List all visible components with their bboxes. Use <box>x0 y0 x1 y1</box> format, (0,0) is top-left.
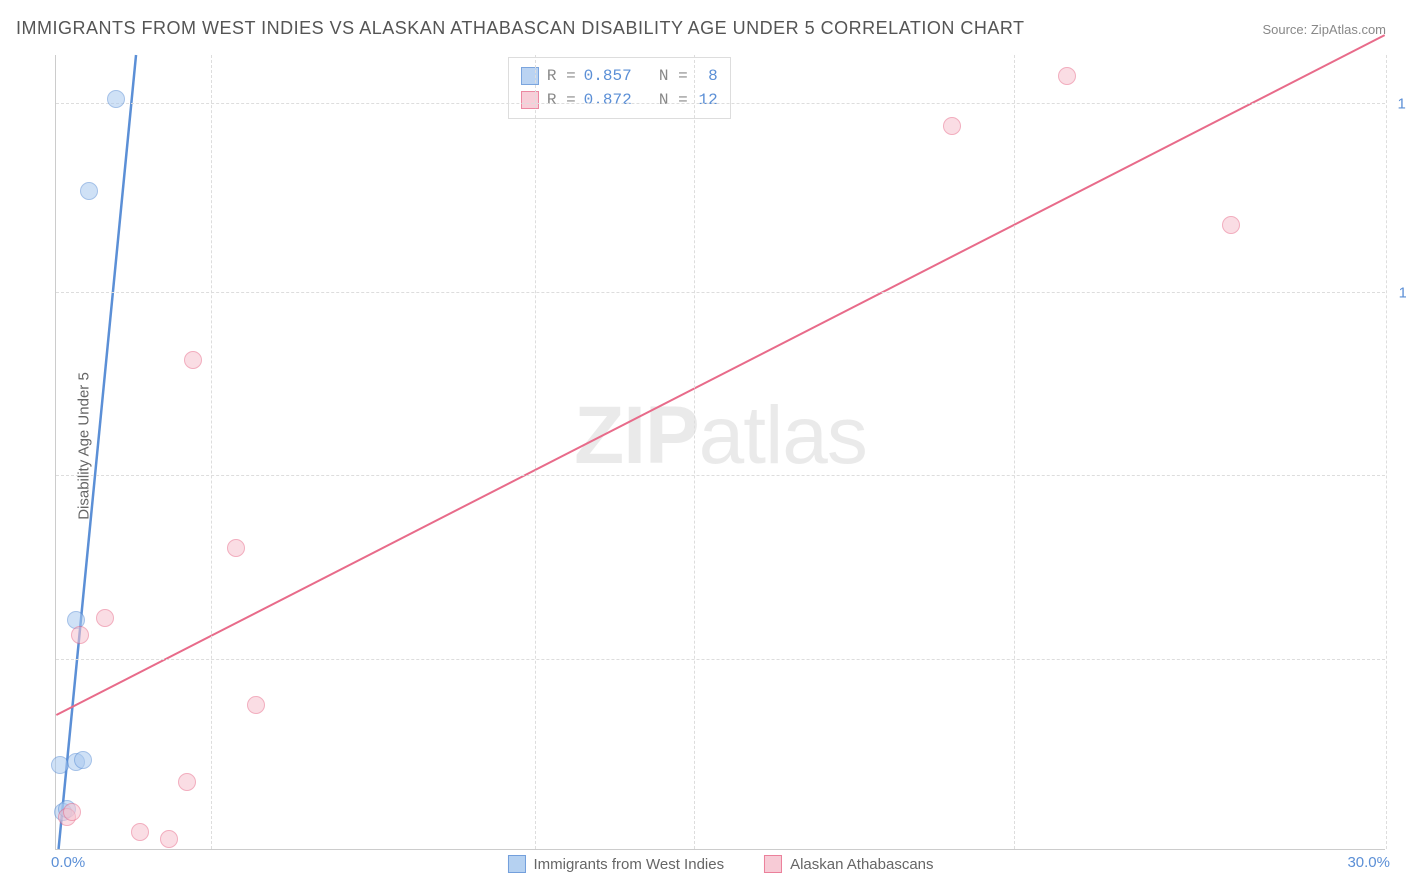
series-legend-item: Immigrants from West Indies <box>507 855 724 873</box>
trend-line <box>59 55 136 849</box>
data-point <box>184 351 202 369</box>
data-point <box>178 773 196 791</box>
x-axis-max-label: 30.0% <box>1347 854 1390 871</box>
watermark: ZIPatlas <box>574 389 867 483</box>
chart-title: IMMIGRANTS FROM WEST INDIES VS ALASKAN A… <box>16 18 1025 39</box>
watermark-light: atlas <box>699 390 867 481</box>
data-point <box>227 539 245 557</box>
data-point <box>1222 216 1240 234</box>
gridline-vertical <box>1386 55 1387 849</box>
data-point <box>247 696 265 714</box>
gridline-vertical <box>535 55 536 849</box>
y-tick-label: 15.0% <box>1390 95 1406 112</box>
series-legend-label: Alaskan Athabascans <box>790 856 933 873</box>
y-tick-label: 7.5% <box>1390 468 1406 485</box>
data-point <box>160 830 178 848</box>
legend-r-label: R = <box>547 88 576 112</box>
data-point <box>80 182 98 200</box>
series-legend: Immigrants from West Indies Alaskan Athab… <box>507 855 933 873</box>
watermark-bold: ZIP <box>574 390 699 481</box>
legend-n-value: 8 <box>696 64 718 88</box>
gridline-vertical <box>694 55 695 849</box>
legend-r-value: 0.857 <box>584 64 632 88</box>
source-attribution: Source: ZipAtlas.com <box>1262 22 1386 37</box>
y-tick-label: 11.2% <box>1390 284 1406 301</box>
legend-n-value: 12 <box>696 88 718 112</box>
plot-area: ZIPatlas R = 0.857 N = 8R = 0.872 N = 12… <box>55 55 1385 850</box>
legend-swatch <box>521 67 539 85</box>
data-point <box>63 803 81 821</box>
gridline-horizontal <box>56 659 1385 660</box>
data-point <box>71 626 89 644</box>
data-point <box>74 751 92 769</box>
legend-n-label: N = <box>640 88 688 112</box>
legend-r-label: R = <box>547 64 576 88</box>
legend-swatch <box>521 91 539 109</box>
gridline-vertical <box>1014 55 1015 849</box>
trend-lines-layer <box>56 55 1385 849</box>
trend-line <box>56 35 1384 715</box>
series-legend-label: Immigrants from West Indies <box>533 856 724 873</box>
x-axis-min-label: 0.0% <box>51 854 85 871</box>
data-point <box>131 823 149 841</box>
legend-n-label: N = <box>640 64 688 88</box>
gridline-vertical <box>211 55 212 849</box>
legend-swatch <box>764 855 782 873</box>
correlation-legend: R = 0.857 N = 8R = 0.872 N = 12 <box>508 57 731 119</box>
data-point <box>107 90 125 108</box>
y-tick-label: 3.8% <box>1390 652 1406 669</box>
legend-row: R = 0.872 N = 12 <box>521 88 718 112</box>
gridline-horizontal <box>56 292 1385 293</box>
legend-r-value: 0.872 <box>584 88 632 112</box>
data-point <box>1058 67 1076 85</box>
legend-swatch <box>507 855 525 873</box>
gridline-horizontal <box>56 103 1385 104</box>
gridline-horizontal <box>56 475 1385 476</box>
data-point <box>96 609 114 627</box>
data-point <box>943 117 961 135</box>
legend-row: R = 0.857 N = 8 <box>521 64 718 88</box>
series-legend-item: Alaskan Athabascans <box>764 855 933 873</box>
